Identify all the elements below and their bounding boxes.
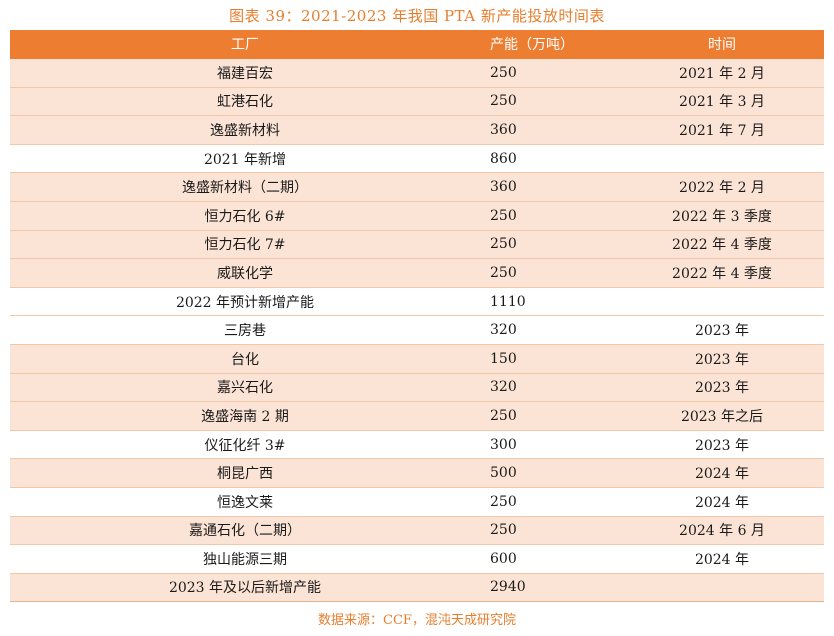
table-row: 嘉通石化（二期） 250 2024 年 6 月 (10, 516, 824, 546)
cell-capacity: 250 (480, 401, 620, 431)
table-row: 恒力石化 7# 250 2022 年 4 季度 (10, 230, 824, 260)
table-row: 台化 150 2023 年 (10, 344, 824, 374)
cell-factory: 福建百宏 (10, 58, 480, 88)
header-capacity: 产能（万吨） (480, 30, 620, 59)
cell-factory: 虹港石化 (10, 87, 480, 117)
cell-time: 2022 年 2 月 (620, 172, 824, 202)
table-row: 2022 年预计新增产能 1110 (10, 287, 824, 317)
table-row: 2021 年新增 860 (10, 144, 824, 174)
cell-factory: 威联化学 (10, 258, 480, 288)
table-row: 恒逸文莱 250 2024 年 (10, 487, 824, 517)
cell-factory: 仪征化纤 3# (10, 430, 480, 460)
cell-factory: 2022 年预计新增产能 (10, 287, 480, 317)
cell-factory: 恒力石化 6# (10, 201, 480, 231)
cell-time: 2023 年 (620, 315, 824, 345)
table-row: 独山能源三期 600 2024 年 (10, 544, 824, 574)
cell-time (620, 144, 824, 174)
cell-time (620, 287, 824, 317)
cell-time: 2023 年 (620, 373, 824, 403)
table-row: 恒力石化 6# 250 2022 年 3 季度 (10, 201, 824, 231)
cell-time: 2022 年 4 季度 (620, 258, 824, 288)
cell-capacity: 250 (480, 87, 620, 117)
table-row: 威联化学 250 2022 年 4 季度 (10, 258, 824, 288)
table-row: 三房巷 320 2023 年 (10, 315, 824, 345)
cell-capacity: 360 (480, 172, 620, 202)
cell-time: 2023 年 (620, 344, 824, 374)
cell-factory: 恒力石化 7# (10, 230, 480, 260)
cell-capacity: 600 (480, 544, 620, 574)
table-header-row: 工厂 产能（万吨） 时间 (10, 30, 824, 59)
cell-capacity: 500 (480, 458, 620, 488)
header-factory: 工厂 (10, 30, 480, 59)
cell-factory: 逸盛新材料 (10, 115, 480, 145)
cell-capacity: 2940 (480, 573, 620, 603)
capacity-table: 工厂 产能（万吨） 时间 福建百宏 250 2021 年 2 月虹港石化 250 202… (10, 30, 824, 603)
cell-factory: 逸盛新材料（二期） (10, 172, 480, 202)
cell-factory: 2021 年新增 (10, 144, 480, 174)
cell-time: 2024 年 (620, 487, 824, 517)
cell-factory: 独山能源三期 (10, 544, 480, 574)
cell-time: 2021 年 2 月 (620, 58, 824, 88)
cell-factory: 逸盛海南 2 期 (10, 401, 480, 431)
cell-time: 2021 年 7 月 (620, 115, 824, 145)
cell-factory: 嘉通石化（二期） (10, 516, 480, 546)
table-row: 逸盛新材料（二期） 360 2022 年 2 月 (10, 172, 824, 202)
cell-factory: 嘉兴石化 (10, 373, 480, 403)
cell-time: 2022 年 4 季度 (620, 230, 824, 260)
cell-capacity: 250 (480, 258, 620, 288)
cell-time: 2022 年 3 季度 (620, 201, 824, 231)
cell-capacity: 250 (480, 516, 620, 546)
cell-factory: 2023 年及以后新增产能 (10, 573, 480, 603)
cell-factory: 恒逸文莱 (10, 487, 480, 517)
cell-capacity: 360 (480, 115, 620, 145)
cell-capacity: 320 (480, 373, 620, 403)
cell-capacity: 300 (480, 430, 620, 460)
table-row: 嘉兴石化 320 2023 年 (10, 373, 824, 403)
table-row: 逸盛新材料 360 2021 年 7 月 (10, 115, 824, 145)
header-time: 时间 (620, 30, 824, 59)
table-row: 2023 年及以后新增产能 2940 (10, 573, 824, 603)
cell-capacity: 250 (480, 201, 620, 231)
cell-capacity: 860 (480, 144, 620, 174)
table-row: 仪征化纤 3# 300 2023 年 (10, 430, 824, 460)
cell-time: 2024 年 (620, 544, 824, 574)
cell-factory: 三房巷 (10, 315, 480, 345)
cell-factory: 桐昆广西 (10, 458, 480, 488)
cell-factory: 台化 (10, 344, 480, 374)
table-body: 福建百宏 250 2021 年 2 月虹港石化 250 2021 年 3 月逸盛新材料 3… (10, 58, 824, 603)
cell-time: 2023 年之后 (620, 401, 824, 431)
table-row: 逸盛海南 2 期 250 2023 年之后 (10, 401, 824, 431)
cell-capacity: 250 (480, 487, 620, 517)
table-row: 虹港石化 250 2021 年 3 月 (10, 87, 824, 117)
cell-capacity: 150 (480, 344, 620, 374)
cell-capacity: 250 (480, 230, 620, 260)
cell-capacity: 250 (480, 58, 620, 88)
cell-time: 2023 年 (620, 430, 824, 460)
cell-capacity: 1110 (480, 287, 620, 317)
table-row: 福建百宏 250 2021 年 2 月 (10, 58, 824, 88)
figure-title: 图表 39：2021-2023 年我国 PTA 新产能投放时间表 (229, 7, 605, 25)
cell-time: 2021 年 3 月 (620, 87, 824, 117)
cell-time: 2024 年 6 月 (620, 516, 824, 546)
table-row: 桐昆广西 500 2024 年 (10, 458, 824, 488)
source-note: 数据来源：CCF，混沌天成研究院 (318, 613, 516, 628)
cell-time: 2024 年 (620, 458, 824, 488)
cell-capacity: 320 (480, 315, 620, 345)
cell-time (620, 573, 824, 603)
